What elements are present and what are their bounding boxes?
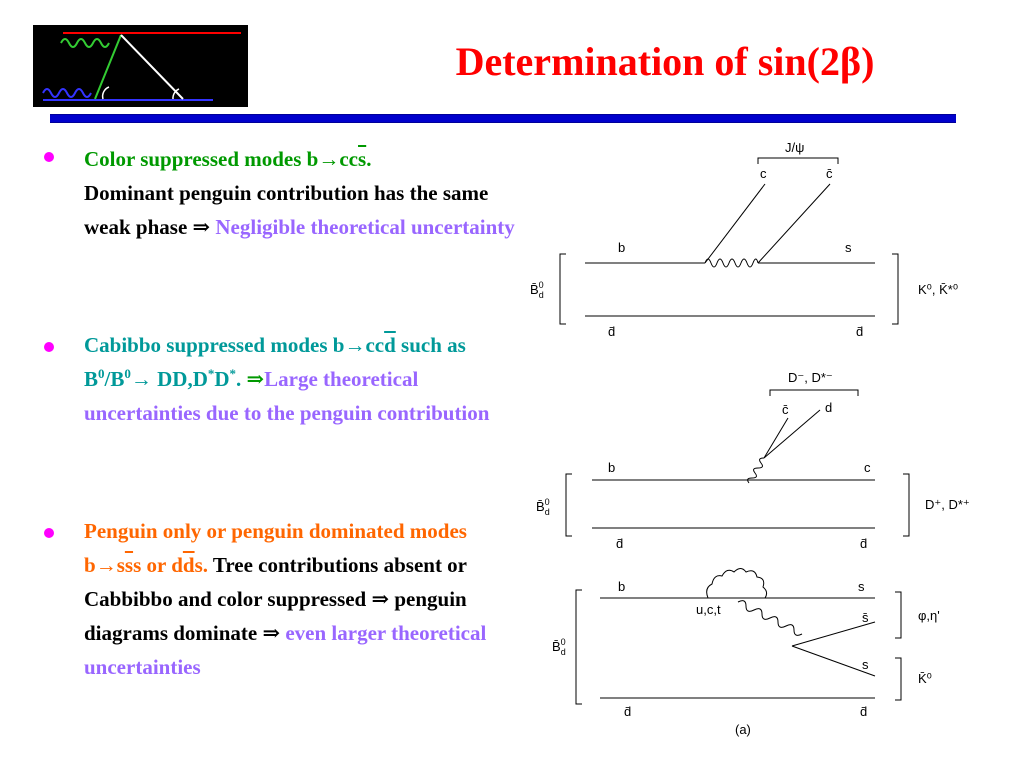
overlined-quark: s — [124, 553, 134, 577]
bullet-dot-icon — [44, 528, 54, 538]
bullet-text: Cabibbo suppressed modes b→ccd such as B… — [84, 328, 524, 430]
phi-eta-label: φ,η' — [918, 608, 940, 623]
bullet-segment: cc — [339, 147, 359, 171]
cbar-quark-label: c̄ — [782, 402, 789, 417]
dbar-right-label: d̄ — [856, 324, 863, 339]
dbar-right-label: d̄ — [860, 536, 867, 551]
bullet-segment: s. — [194, 553, 208, 577]
dbar-left-label: d̄ — [608, 324, 615, 339]
b-quark-label: b — [618, 240, 625, 255]
uct-label: u,c,t — [696, 602, 721, 617]
c-quark-label: c — [760, 166, 767, 181]
bullet-dot-icon — [44, 152, 54, 162]
bullet-segment: . — [366, 147, 372, 171]
s-quark-label: s — [845, 240, 852, 255]
s-quark-label: s — [862, 657, 869, 672]
bullet-segment: Cabibbo suppressed modes b — [84, 333, 345, 357]
bullet-segment: or d — [141, 553, 183, 577]
bullet-segment: even larger theoretical uncertainties — [84, 621, 487, 679]
d-minus-label: D⁻, D*⁻ — [788, 370, 833, 385]
bullet-segment: Dominant penguin contribution has the sa… — [84, 181, 489, 239]
dbar-right-label: d̄ — [860, 704, 867, 719]
bullet-segment: D — [214, 367, 230, 391]
superscript: * — [207, 366, 215, 381]
superscript: 0 — [98, 366, 105, 381]
c-quark-label: c — [864, 460, 871, 475]
diagram-2: D⁻, D*⁻ c̄ d b c d̄ d̄ B̄0 d D⁺, D*⁺ — [536, 370, 970, 551]
arrow-symbol: → — [95, 553, 117, 577]
cbar-quark-label: c̄ — [826, 166, 833, 181]
bullet-segment: s — [116, 553, 125, 577]
diagram-3: b s u,c,t s̄ s d̄ d̄ B̄0 d φ,η' K̄⁰ (a) — [552, 568, 940, 737]
bullet-segment: Penguin only or penguin dominated modes … — [84, 519, 467, 577]
bullet-dot-icon — [44, 342, 54, 352]
arrow-symbol: → — [318, 147, 340, 171]
bullet-segment: Color suppressed modes b — [84, 147, 319, 171]
bullet-segment: s — [133, 553, 142, 577]
d-quark-label: d — [825, 400, 832, 415]
overlined-quark: d — [182, 553, 195, 577]
bullet-segment: penguin diagrams dominate — [84, 587, 467, 645]
bullet-segment: . — [236, 367, 247, 391]
sbar-quark-label: s̄ — [862, 610, 869, 625]
jpsi-label: J/ψ — [785, 140, 804, 155]
b-quark-label: b — [608, 460, 615, 475]
superscript: * — [229, 366, 237, 381]
dbar-left-label: d̄ — [616, 536, 623, 551]
bd0-bar-label: B̄0 d — [530, 280, 544, 300]
implies-symbol: ⇒ — [371, 587, 390, 611]
implies-symbol: ⇒ — [246, 367, 265, 391]
bullet-text: Color suppressed modes b→ccs. Dominant p… — [84, 142, 524, 244]
dbar-left-label: d̄ — [624, 704, 631, 719]
k-meson-label: K⁰, K̄*⁰ — [918, 282, 958, 297]
bullet-text: Penguin only or penguin dominated modes … — [84, 514, 524, 684]
b-quark-label: b — [618, 579, 625, 594]
s-quark-label: s — [858, 579, 865, 594]
title-divider — [50, 114, 956, 123]
arrow-symbol: → — [344, 333, 366, 357]
bullet-segment: such as B — [84, 333, 466, 391]
bullet-segment: /B — [104, 367, 125, 391]
implies-symbol: ⇒ — [262, 621, 281, 645]
implies-symbol: ⇒ — [192, 215, 211, 239]
overlined-quark: d — [384, 333, 396, 357]
arrow-symbol: → — [130, 367, 152, 391]
superscript: 0 — [124, 366, 131, 381]
bullet-segment: cc — [365, 333, 385, 357]
overlined-quark: s — [358, 147, 367, 171]
diagram-caption: (a) — [735, 722, 751, 737]
logo-feynman-icon — [33, 25, 248, 107]
page-title: Determination of sin(2β) — [455, 39, 875, 84]
bd0-bar-label: B̄0 d — [536, 497, 550, 517]
bullet-segment: Tree contributions absent or Cabbibbo an… — [84, 553, 467, 611]
feynman-diagrams: J/ψ c c̄ b s d̄ d̄ B̄0 d K⁰, K̄*⁰ D⁻, D*⁻… — [530, 140, 970, 737]
bullet-segment: DD,D — [151, 367, 208, 391]
bullet-segment: Negligible theoretical uncertainty — [210, 215, 515, 239]
k0-bar-label: K̄⁰ — [918, 671, 932, 686]
d-plus-label: D⁺, D*⁺ — [925, 497, 970, 512]
bd0-bar-label: B̄0 d — [552, 637, 566, 657]
bullet-segment: Large theoretical uncertainties due to t… — [84, 367, 490, 425]
diagram-1: J/ψ c c̄ b s d̄ d̄ B̄0 d K⁰, K̄*⁰ — [530, 140, 958, 339]
